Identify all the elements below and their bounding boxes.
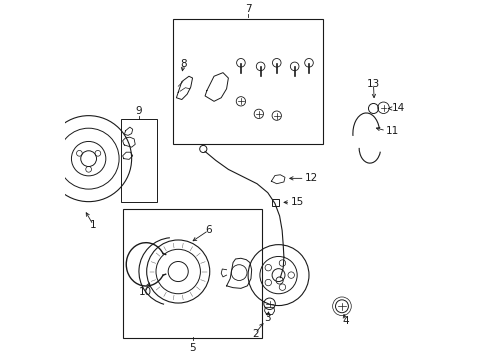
Text: 4: 4 bbox=[342, 316, 348, 325]
Text: 11: 11 bbox=[385, 126, 399, 136]
Bar bbox=[172, 19, 323, 144]
Text: 10: 10 bbox=[138, 287, 151, 297]
Text: 9: 9 bbox=[135, 105, 142, 116]
Bar bbox=[122, 209, 262, 338]
Bar bbox=[271, 199, 279, 206]
Text: 13: 13 bbox=[366, 79, 379, 89]
Text: 1: 1 bbox=[90, 220, 97, 230]
Bar bbox=[121, 119, 156, 202]
Text: 6: 6 bbox=[205, 225, 211, 235]
Text: 15: 15 bbox=[290, 197, 303, 207]
Text: 7: 7 bbox=[244, 4, 251, 14]
Text: 8: 8 bbox=[180, 59, 186, 69]
Text: 2: 2 bbox=[251, 329, 258, 338]
Text: 3: 3 bbox=[263, 313, 270, 323]
Text: 14: 14 bbox=[390, 103, 404, 113]
Text: 5: 5 bbox=[189, 343, 196, 353]
Text: 12: 12 bbox=[304, 174, 317, 183]
